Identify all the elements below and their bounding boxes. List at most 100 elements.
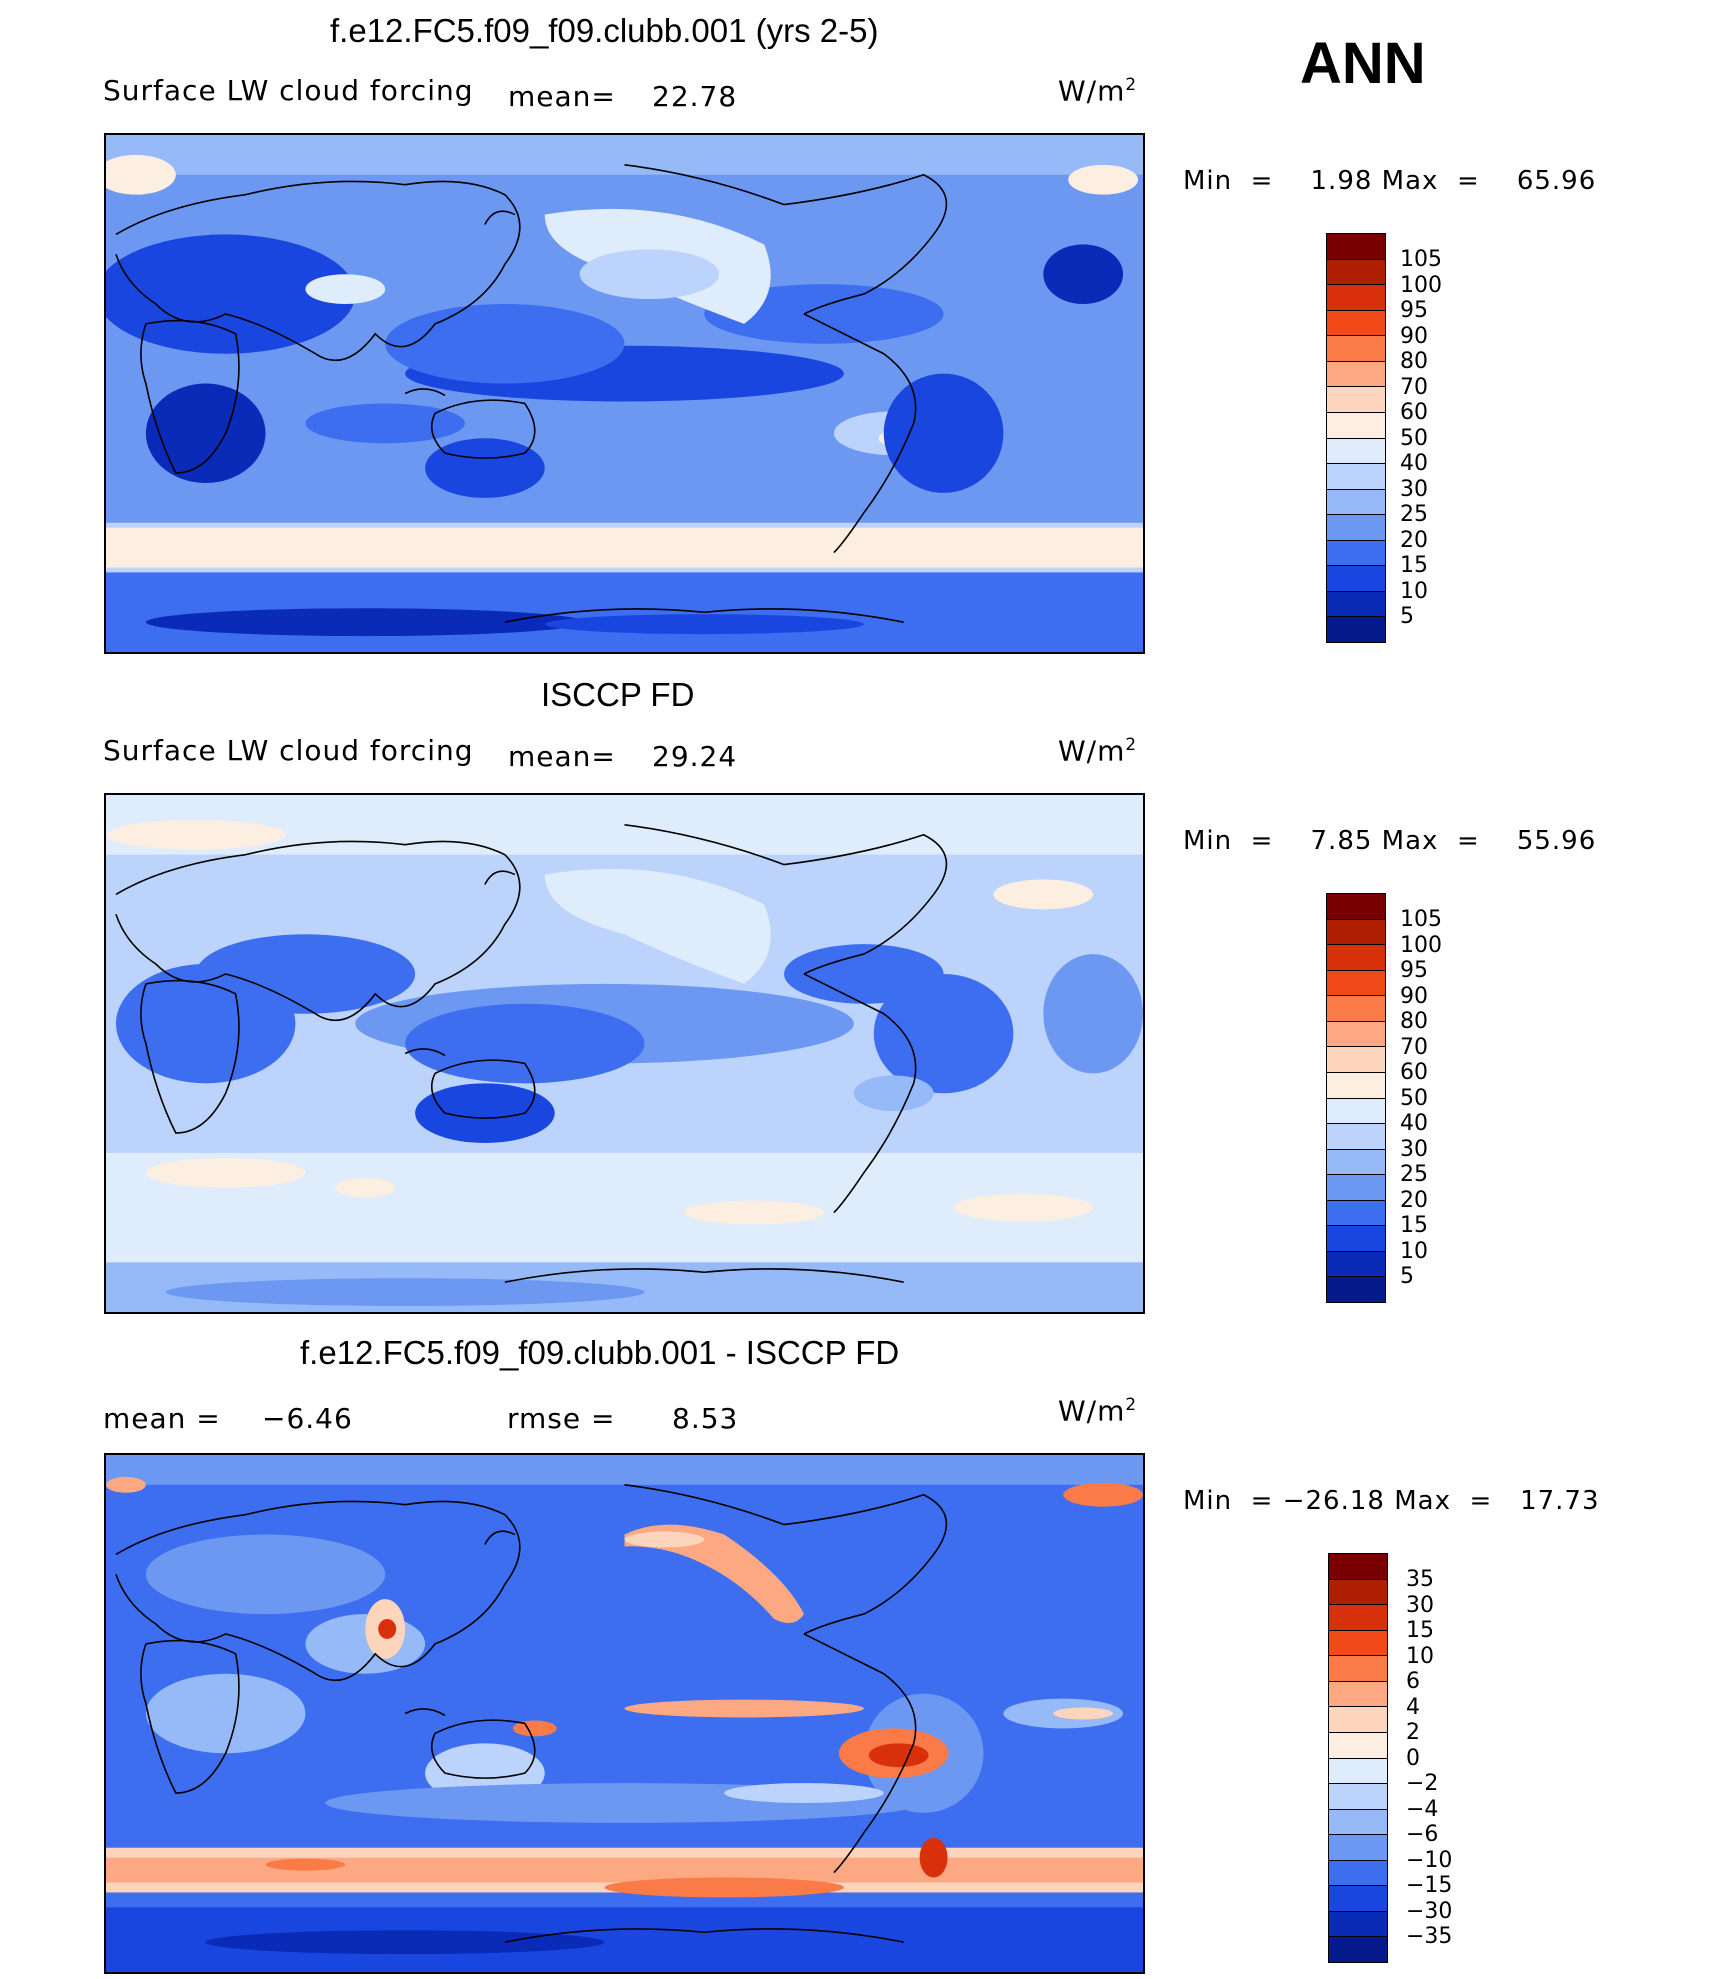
colorbar-box: [1327, 1149, 1385, 1176]
colorbar-box: [1327, 617, 1385, 642]
panel1-minmax: Min = 1.98 Max = 65.96: [1183, 166, 1596, 196]
colorbar-box: [1327, 1047, 1385, 1073]
colorbar-level-label: 100: [1400, 932, 1442, 958]
colorbar-box: [1327, 1072, 1385, 1099]
panel2-units: W/m2: [1058, 734, 1138, 768]
colorbar-box: [1329, 1579, 1387, 1606]
colorbar-level-label: 35: [1406, 1567, 1434, 1592]
colorbar-level-label: 10: [1400, 578, 1428, 604]
colorbar-level-label: −6: [1406, 1822, 1439, 1847]
panel3-max-label: Max =: [1394, 1486, 1493, 1516]
colorbar-box: [1327, 1200, 1385, 1227]
colorbar-box: [1327, 285, 1385, 311]
colorbar-box: [1327, 515, 1385, 541]
colorbar-box: [1327, 412, 1385, 439]
colorbar-level-label: 20: [1400, 527, 1428, 553]
panel2-mean-value: 29.24: [652, 740, 738, 773]
colorbar-box: [1327, 1175, 1385, 1201]
colorbar-box: [1329, 1707, 1387, 1733]
colorbar-box: [1327, 464, 1385, 490]
colorbar-level-label: 15: [1406, 1618, 1434, 1643]
colorbar-box: [1329, 1605, 1387, 1631]
panel3-title: f.e12.FC5.f09_f09.clubb.001 - ISCCP FD: [300, 1334, 900, 1371]
colorbar-level-label: 50: [1400, 425, 1428, 451]
colorbar-box: [1327, 1124, 1385, 1150]
colorbar-box: [1329, 1937, 1387, 1962]
colorbar-box: [1327, 489, 1385, 516]
colorbar-box: [1327, 234, 1385, 260]
panel3-max-value: 17.73: [1520, 1486, 1600, 1516]
colorbar-level-label: −30: [1406, 1898, 1453, 1924]
colorbar-level-label: 0: [1406, 1745, 1420, 1771]
colorbar-level-label: 80: [1400, 1009, 1428, 1034]
colorbar-level-label: 60: [1400, 400, 1428, 425]
colorbar-box: [1329, 1835, 1387, 1861]
panel3-map: [104, 1453, 1145, 1974]
colorbar-box: [1327, 970, 1385, 997]
colorbar-box: [1329, 1656, 1387, 1682]
panel2-variable-label: Surface LW cloud forcing: [103, 734, 474, 767]
panel2-colorbar-labels: 105 100 95 90 80 70 60 50 40 30 25 20 15 10 5: [1400, 907, 1442, 1290]
colorbar-box: [1327, 591, 1385, 618]
panel1-colorbar: [1326, 233, 1386, 643]
colorbar-level-label: 15: [1400, 553, 1428, 578]
panel2-max-label: Max =: [1381, 826, 1480, 856]
colorbar-box: [1329, 1809, 1387, 1836]
panel3-rmse-value: 8.53: [672, 1402, 739, 1435]
panel1-colorbar-labels: 105 100 95 90 80 70 60 50 40 30 25 20 15 10 5: [1400, 247, 1442, 630]
panel1-max-label: Max =: [1381, 166, 1480, 196]
colorbar-level-label: 2: [1406, 1720, 1420, 1745]
panel3-min-label: Min =: [1183, 1486, 1274, 1516]
colorbar-level-label: 100: [1400, 272, 1442, 298]
colorbar-level-label: 15: [1400, 1213, 1428, 1238]
colorbar-box: [1327, 1021, 1385, 1048]
colorbar-level-label: 40: [1400, 451, 1428, 476]
colorbar-level-label: −15: [1406, 1873, 1453, 1898]
colorbar-level-label: 70: [1400, 1034, 1428, 1060]
panel1-mean-value: 22.78: [652, 80, 738, 113]
colorbar-level-label: 10: [1400, 1238, 1428, 1264]
panel2-colorbar: [1326, 893, 1386, 1303]
colorbar-level-label: −4: [1406, 1796, 1439, 1822]
colorbar-box: [1329, 1630, 1387, 1657]
colorbar-level-label: 20: [1400, 1187, 1428, 1213]
colorbar-level-label: 4: [1406, 1694, 1420, 1720]
panel3-min-value: −26.18: [1282, 1486, 1385, 1516]
panel3-minmax: Min = −26.18 Max = 17.73: [1183, 1486, 1600, 1516]
colorbar-box: [1327, 1226, 1385, 1252]
colorbar-level-label: 25: [1400, 1162, 1428, 1187]
colorbar-box: [1327, 1277, 1385, 1302]
panel1-max-value: 65.96: [1516, 166, 1597, 196]
colorbar-box: [1327, 945, 1385, 971]
colorbar-level-label: 10: [1406, 1643, 1434, 1669]
colorbar-box: [1329, 1681, 1387, 1708]
panel2-minmax: Min = 7.85 Max = 55.96: [1183, 826, 1596, 856]
colorbar-box: [1327, 919, 1385, 946]
colorbar-level-label: 25: [1400, 502, 1428, 527]
colorbar-box: [1327, 1251, 1385, 1278]
colorbar-box: [1327, 310, 1385, 337]
panel3-colorbar: [1328, 1553, 1388, 1963]
colorbar-level-label: −35: [1406, 1924, 1453, 1949]
colorbar-box: [1329, 1732, 1387, 1759]
colorbar-box: [1329, 1911, 1387, 1938]
colorbar-level-label: −10: [1406, 1847, 1453, 1873]
colorbar-box: [1327, 259, 1385, 286]
colorbar-level-label: 30: [1406, 1592, 1434, 1618]
colorbar-level-label: 95: [1400, 298, 1428, 323]
panel1-map: [104, 133, 1145, 654]
colorbar-box: [1329, 1784, 1387, 1810]
colorbar-level-label: 30: [1400, 476, 1428, 502]
colorbar-box: [1327, 387, 1385, 413]
colorbar-level-label: 80: [1400, 349, 1428, 374]
colorbar-level-label: 5: [1400, 604, 1414, 629]
colorbar-box: [1327, 996, 1385, 1022]
colorbar-box: [1329, 1886, 1387, 1912]
panel3-mean-label: mean =: [103, 1402, 221, 1435]
colorbar-level-label: 50: [1400, 1085, 1428, 1111]
panel3-colorbar-labels: 35 30 15 10 6 4 2 0 −2 −4 −6 −10 −15 −30 −35: [1406, 1567, 1452, 1950]
panel2-min-label: Min =: [1183, 826, 1274, 856]
panel2-title: ISCCP FD: [541, 676, 695, 713]
panel1-variable-label: Surface LW cloud forcing: [103, 74, 474, 107]
colorbar-box: [1327, 1098, 1385, 1125]
